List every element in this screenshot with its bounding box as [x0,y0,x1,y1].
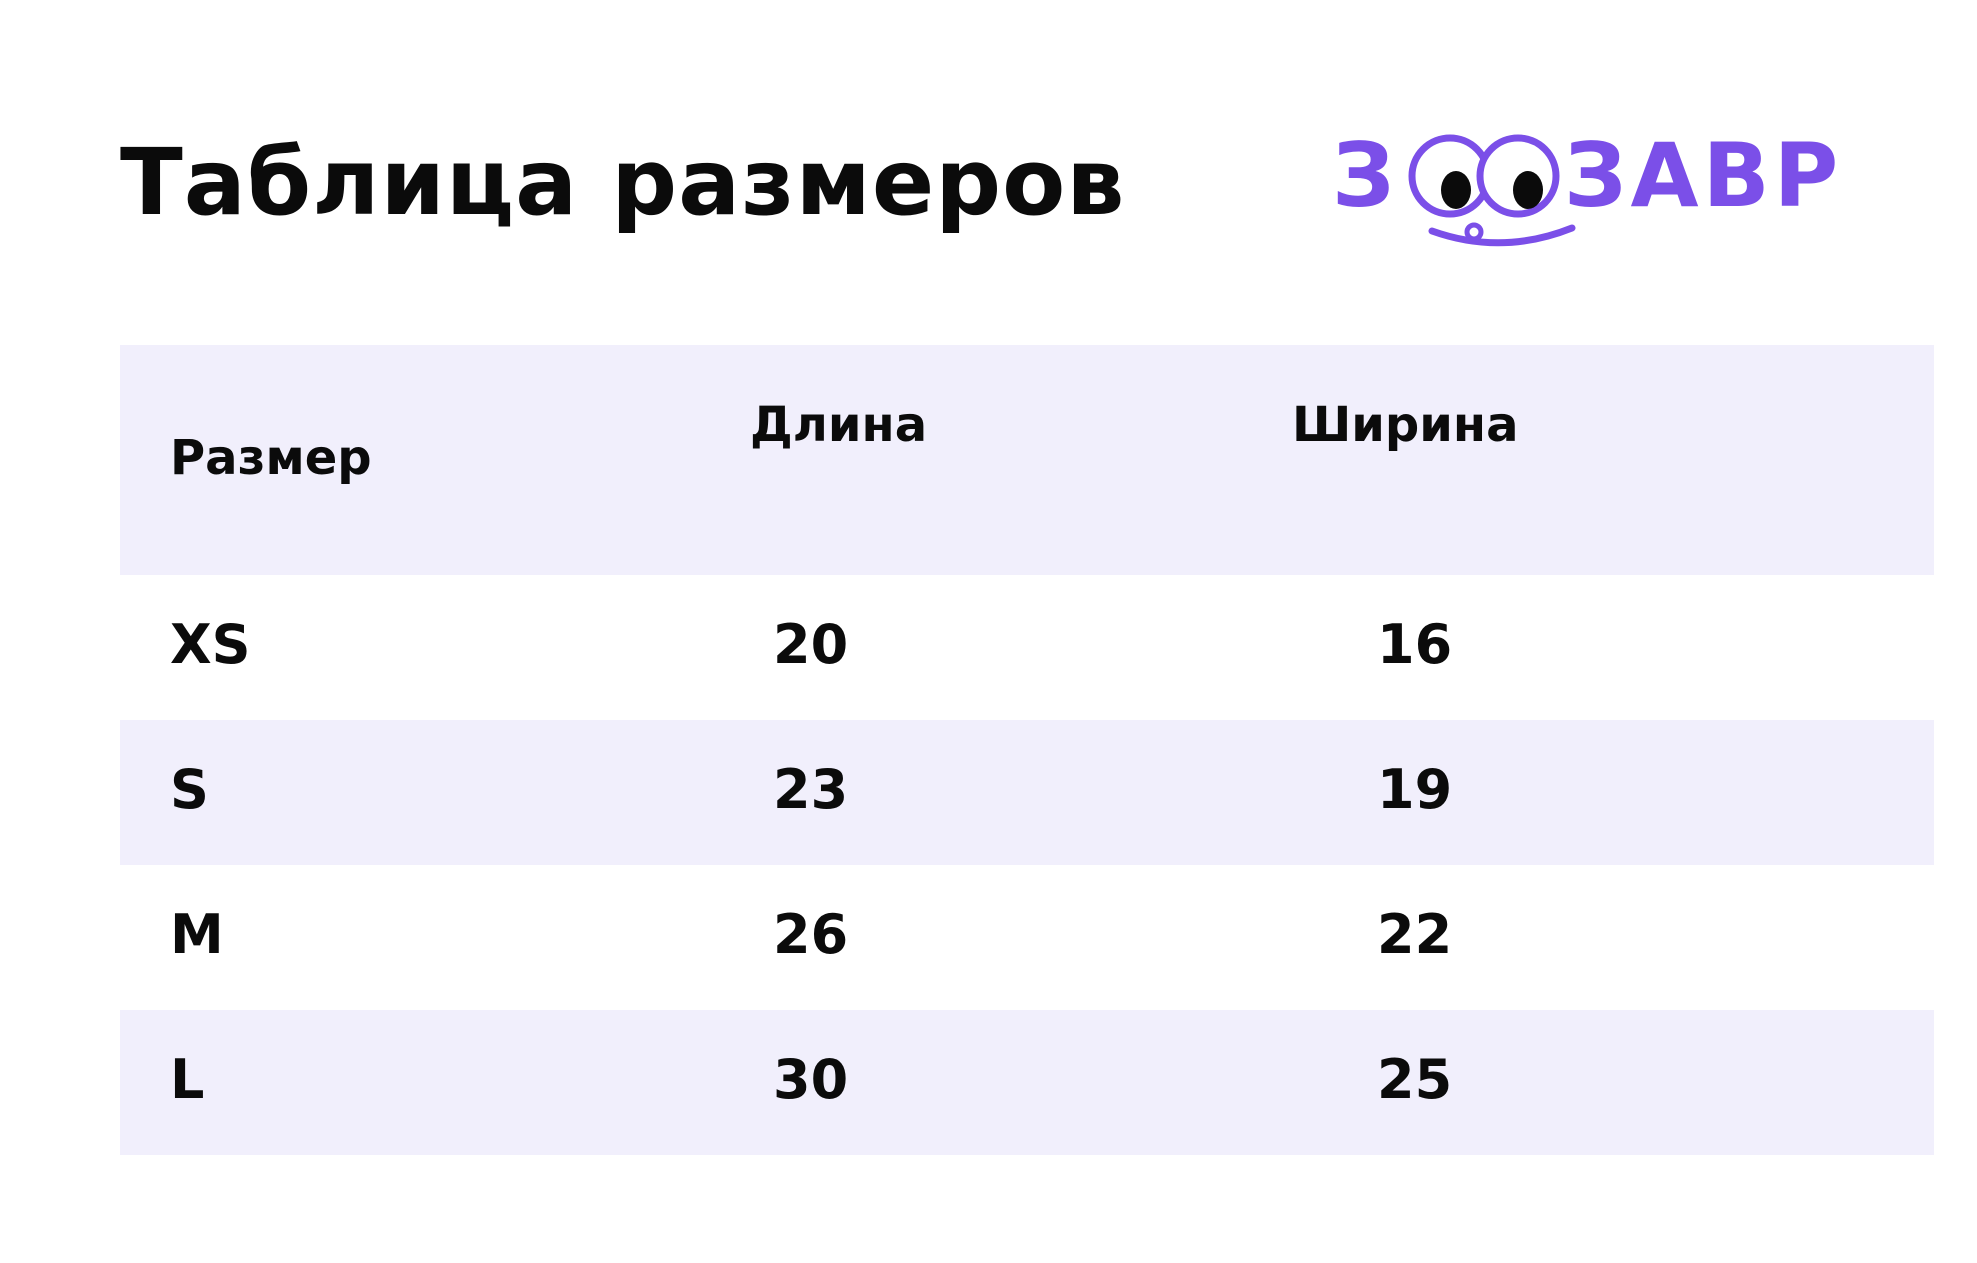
cell-length: 20 [773,613,849,676]
logo-letters-zavr: ЗАВР [1564,128,1842,227]
table-row: XS 20 16 [120,575,1934,720]
table-header: Размер Длина Ширина [120,345,1934,575]
table-row: S 23 19 [120,720,1934,865]
cell-width: 16 [1377,613,1453,676]
googly-eyes-icon [1408,134,1560,218]
cell-size: S [170,758,209,821]
header-length: Длина [750,397,928,453]
size-table: Размер Длина Ширина XS 20 16 S 23 19 M 2… [120,345,1934,1155]
logo-letter-z: З [1332,128,1399,227]
tongue-icon [1464,222,1484,242]
header-size: Размер [170,430,372,486]
page-title: Таблица размеров [120,129,1126,236]
cell-size: M [170,903,224,966]
table-row: L 30 25 [120,1010,1934,1155]
cell-size: XS [170,613,251,676]
cell-size: L [170,1048,205,1111]
cell-width: 22 [1377,903,1453,966]
cell-width: 25 [1377,1048,1453,1111]
cell-length: 26 [773,903,849,966]
cell-length: 23 [773,758,849,821]
smile-icon [1428,224,1576,247]
zoozavr-logo: З ЗАВР [1332,128,1842,247]
header-width: Ширина [1292,397,1519,453]
cell-length: 30 [773,1048,849,1111]
cell-width: 19 [1377,758,1453,821]
table-row: M 26 22 [120,865,1934,1010]
